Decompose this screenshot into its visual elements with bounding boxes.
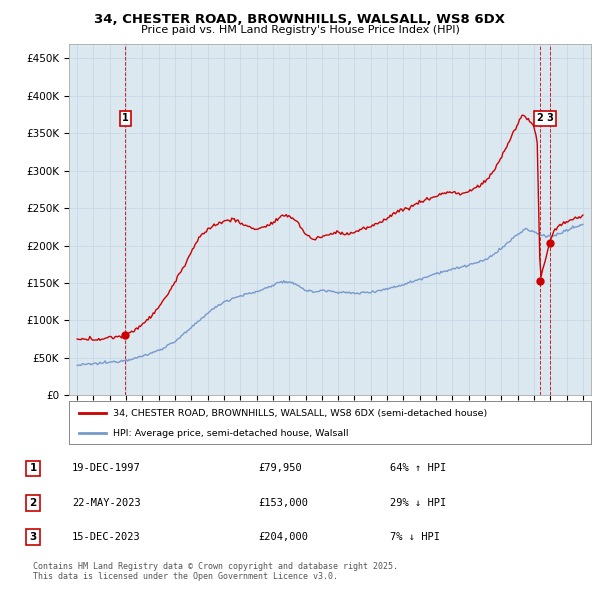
Text: Contains HM Land Registry data © Crown copyright and database right 2025.: Contains HM Land Registry data © Crown c… bbox=[33, 562, 398, 571]
Text: 3: 3 bbox=[29, 532, 37, 542]
Text: Price paid vs. HM Land Registry's House Price Index (HPI): Price paid vs. HM Land Registry's House … bbox=[140, 25, 460, 35]
Text: HPI: Average price, semi-detached house, Walsall: HPI: Average price, semi-detached house,… bbox=[113, 428, 349, 438]
Text: 2: 2 bbox=[29, 498, 37, 507]
Text: 2 3: 2 3 bbox=[537, 113, 554, 123]
Text: 7% ↓ HPI: 7% ↓ HPI bbox=[390, 532, 440, 542]
Text: 1: 1 bbox=[29, 464, 37, 473]
Text: 15-DEC-2023: 15-DEC-2023 bbox=[72, 532, 141, 542]
Text: 19-DEC-1997: 19-DEC-1997 bbox=[72, 464, 141, 473]
Text: 1: 1 bbox=[122, 113, 129, 123]
Text: 64% ↑ HPI: 64% ↑ HPI bbox=[390, 464, 446, 473]
Text: £79,950: £79,950 bbox=[258, 464, 302, 473]
Text: £153,000: £153,000 bbox=[258, 498, 308, 507]
Text: £204,000: £204,000 bbox=[258, 532, 308, 542]
Text: 29% ↓ HPI: 29% ↓ HPI bbox=[390, 498, 446, 507]
Text: 22-MAY-2023: 22-MAY-2023 bbox=[72, 498, 141, 507]
Text: 34, CHESTER ROAD, BROWNHILLS, WALSALL, WS8 6DX (semi-detached house): 34, CHESTER ROAD, BROWNHILLS, WALSALL, W… bbox=[113, 409, 488, 418]
Text: 34, CHESTER ROAD, BROWNHILLS, WALSALL, WS8 6DX: 34, CHESTER ROAD, BROWNHILLS, WALSALL, W… bbox=[95, 13, 505, 26]
Text: This data is licensed under the Open Government Licence v3.0.: This data is licensed under the Open Gov… bbox=[33, 572, 338, 581]
